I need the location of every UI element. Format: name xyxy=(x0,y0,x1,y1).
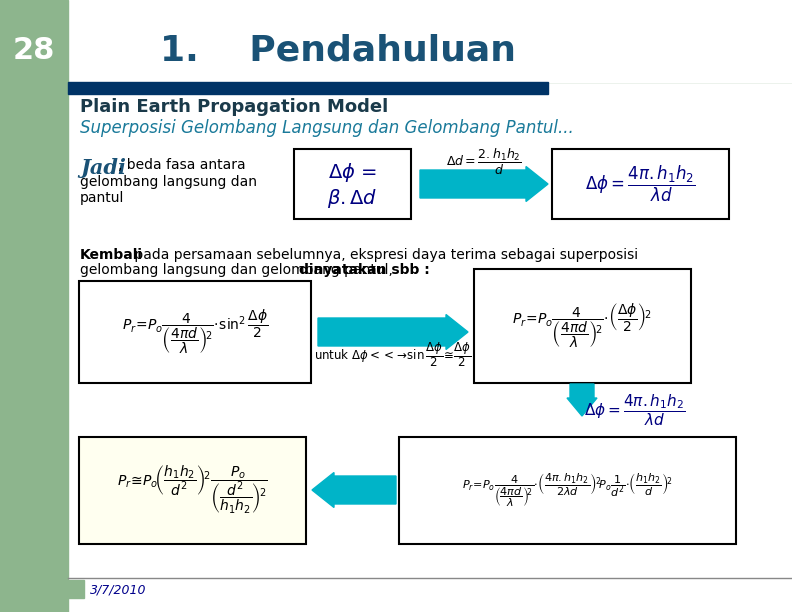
Text: 28: 28 xyxy=(13,35,55,64)
Text: dinyatakan sbb :: dinyatakan sbb : xyxy=(299,263,430,277)
Text: gelombang langsung dan gelombang pantul,: gelombang langsung dan gelombang pantul, xyxy=(80,263,398,277)
Text: Plain Earth Propagation Model: Plain Earth Propagation Model xyxy=(80,98,388,116)
FancyArrow shape xyxy=(567,384,597,416)
FancyBboxPatch shape xyxy=(399,437,736,544)
FancyBboxPatch shape xyxy=(474,269,691,383)
FancyBboxPatch shape xyxy=(552,149,729,219)
Text: $\Delta\phi=\dfrac{4\pi.h_1 h_2}{\lambda d}$: $\Delta\phi=\dfrac{4\pi.h_1 h_2}{\lambda… xyxy=(584,392,686,428)
FancyBboxPatch shape xyxy=(79,281,311,383)
Text: Jadi: Jadi xyxy=(80,158,126,178)
Text: $\Delta\phi$ =: $\Delta\phi$ = xyxy=(328,160,376,184)
Bar xyxy=(68,580,84,598)
Text: pada persamaan sebelumnya, ekspresi daya terima sebagai superposisi: pada persamaan sebelumnya, ekspresi daya… xyxy=(130,248,638,262)
Bar xyxy=(0,0,68,82)
Bar xyxy=(0,0,792,82)
FancyArrow shape xyxy=(420,166,548,201)
Text: 1.    Pendahuluan: 1. Pendahuluan xyxy=(160,33,516,67)
FancyBboxPatch shape xyxy=(79,437,306,544)
Text: Kembali: Kembali xyxy=(80,248,143,262)
Text: $\Delta\phi=\dfrac{4\pi.h_1 h_2}{\lambda d}$: $\Delta\phi=\dfrac{4\pi.h_1 h_2}{\lambda… xyxy=(584,164,695,204)
Text: $P_r\!=\!P_o\dfrac{4}{\left(\dfrac{4\pi d}{\lambda}\right)^{\!2}}\!\cdot\!\sin^2: $P_r\!=\!P_o\dfrac{4}{\left(\dfrac{4\pi … xyxy=(122,308,268,356)
Text: untuk $\Delta\phi<<\!\rightarrow\!\sin\dfrac{\Delta\phi}{2}\!\cong\!\dfrac{\Delt: untuk $\Delta\phi<<\!\rightarrow\!\sin\d… xyxy=(314,341,471,370)
Text: gelombang langsung dan: gelombang langsung dan xyxy=(80,175,257,189)
Text: pantul: pantul xyxy=(80,191,124,205)
Bar xyxy=(68,82,548,94)
Bar xyxy=(0,82,68,612)
Text: $P_r\!=\!P_o\dfrac{4}{\left(\dfrac{4\pi d}{\lambda}\right)^{\!2}}\!\cdot\!\left(: $P_r\!=\!P_o\dfrac{4}{\left(\dfrac{4\pi … xyxy=(512,302,652,350)
Text: $P_r\!\cong\!P_o\!\left(\dfrac{h_1h_2}{d^2}\right)^{\!2}\dfrac{P_o}{\left(\dfrac: $P_r\!\cong\!P_o\!\left(\dfrac{h_1h_2}{d… xyxy=(116,464,268,516)
Text: 3/7/2010: 3/7/2010 xyxy=(90,583,147,597)
Bar xyxy=(68,0,792,82)
Text: $\Delta d=\dfrac{2.h_1 h_2}{d}$: $\Delta d=\dfrac{2.h_1 h_2}{d}$ xyxy=(446,147,522,177)
FancyArrow shape xyxy=(312,472,396,507)
FancyBboxPatch shape xyxy=(294,149,411,219)
Text: Superposisi Gelombang Langsung dan Gelombang Pantul...: Superposisi Gelombang Langsung dan Gelom… xyxy=(80,119,573,137)
Text: , beda fasa antara: , beda fasa antara xyxy=(118,158,246,172)
Text: $\beta.\Delta d$: $\beta.\Delta d$ xyxy=(327,187,377,209)
Text: $P_r\!=\!P_o\dfrac{4}{\left(\dfrac{4\pi d}{\lambda}\right)^{\!2}}\!\cdot\!\left(: $P_r\!=\!P_o\dfrac{4}{\left(\dfrac{4\pi … xyxy=(462,471,672,509)
FancyArrow shape xyxy=(318,315,468,349)
